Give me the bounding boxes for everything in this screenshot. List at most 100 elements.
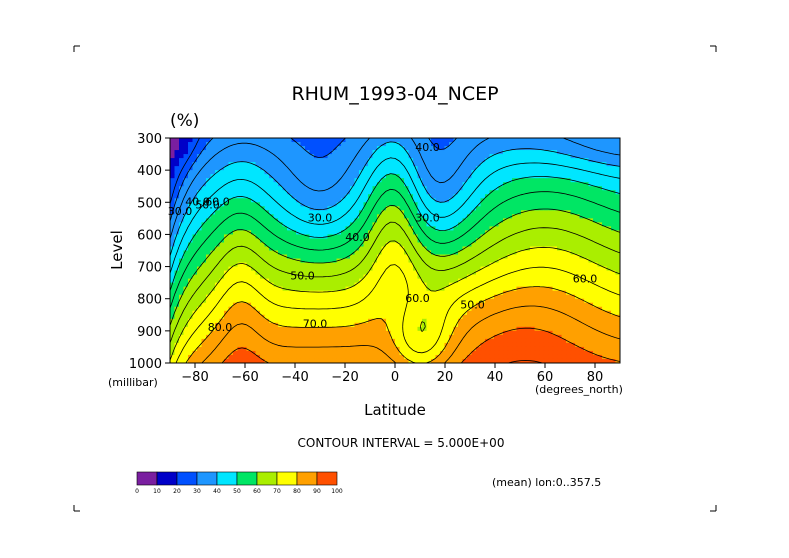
field-cell (242, 266, 248, 272)
field-cell (170, 162, 176, 167)
field-cell (489, 222, 495, 227)
field-cell (174, 270, 180, 276)
field-cell (557, 150, 563, 155)
field-cell (246, 274, 252, 280)
field-cell (471, 182, 477, 187)
field-cell (219, 266, 225, 272)
field-cell (332, 326, 338, 332)
field-cell (440, 290, 446, 296)
field-cell (300, 242, 306, 248)
field-cell (255, 226, 261, 232)
field-cell (521, 206, 527, 211)
field-cell (336, 242, 342, 248)
field-cell (579, 194, 585, 199)
field-cell (498, 146, 504, 151)
field-cell (237, 286, 243, 292)
field-cell (323, 298, 329, 304)
field-cell (381, 238, 387, 244)
field-cell (467, 266, 473, 272)
field-cell (368, 194, 374, 199)
field-cell (395, 158, 401, 163)
field-cell (188, 330, 194, 336)
field-cell (503, 198, 509, 203)
field-cell (543, 150, 549, 155)
field-cell (345, 250, 351, 256)
field-cell (201, 158, 207, 163)
field-cell (534, 166, 540, 171)
field-cell (548, 270, 554, 276)
field-cell (345, 306, 351, 312)
field-cell (228, 226, 234, 232)
field-cell (228, 158, 234, 163)
field-cell (606, 330, 612, 336)
field-cell (359, 154, 365, 159)
field-cell (332, 174, 338, 179)
field-cell (305, 198, 311, 203)
field-cell (458, 302, 464, 308)
field-cell (453, 138, 459, 143)
field-cell (363, 226, 369, 232)
field-cell (543, 274, 549, 280)
field-cell (404, 246, 410, 252)
field-cell (255, 142, 261, 147)
field-cell (548, 238, 554, 244)
field-cell (381, 306, 387, 312)
field-cell (458, 258, 464, 264)
field-cell (435, 254, 441, 260)
field-cell (323, 158, 329, 163)
field-cell (318, 202, 324, 207)
field-cell (485, 194, 491, 199)
field-cell (197, 274, 203, 280)
field-cell (458, 158, 464, 163)
field-cell (485, 262, 491, 268)
field-cell (494, 162, 500, 167)
field-cell (386, 334, 392, 340)
field-cell (255, 322, 261, 328)
field-cell (489, 170, 495, 175)
field-cell (440, 246, 446, 252)
field-cell (242, 230, 248, 236)
field-cell (224, 158, 230, 163)
field-cell (444, 138, 450, 143)
field-cell (516, 162, 522, 167)
field-cell (170, 142, 176, 147)
field-cell (260, 198, 266, 203)
field-cell (179, 290, 185, 296)
field-cell (480, 250, 486, 256)
field-cell (602, 222, 608, 227)
field-cell (381, 302, 387, 308)
field-cell (206, 174, 212, 179)
field-cell (323, 202, 329, 207)
field-cell (453, 214, 459, 219)
field-cell (422, 158, 428, 163)
field-cell (525, 266, 531, 272)
field-cell (489, 302, 495, 308)
field-cell (296, 254, 302, 260)
field-cell (399, 214, 405, 219)
field-cell (219, 162, 225, 167)
field-cell (224, 170, 230, 175)
field-cell (543, 242, 549, 248)
field-cell (269, 218, 275, 223)
field-cell (264, 222, 270, 227)
field-cell (534, 278, 540, 284)
field-cell (485, 158, 491, 163)
field-cell (237, 294, 243, 300)
field-cell (516, 238, 522, 244)
field-cell (413, 146, 419, 151)
field-cell (588, 142, 594, 147)
field-cell (305, 182, 311, 187)
field-cell (345, 202, 351, 207)
field-cell (498, 258, 504, 264)
field-cell (399, 206, 405, 211)
field-cell (539, 178, 545, 183)
field-cell (611, 234, 617, 240)
field-cell (287, 230, 293, 236)
field-cell (233, 254, 239, 260)
field-cell (548, 138, 554, 143)
field-cell (426, 242, 432, 248)
field-cell (251, 282, 257, 288)
field-cell (278, 230, 284, 236)
field-cell (467, 206, 473, 211)
field-cell (462, 222, 468, 227)
